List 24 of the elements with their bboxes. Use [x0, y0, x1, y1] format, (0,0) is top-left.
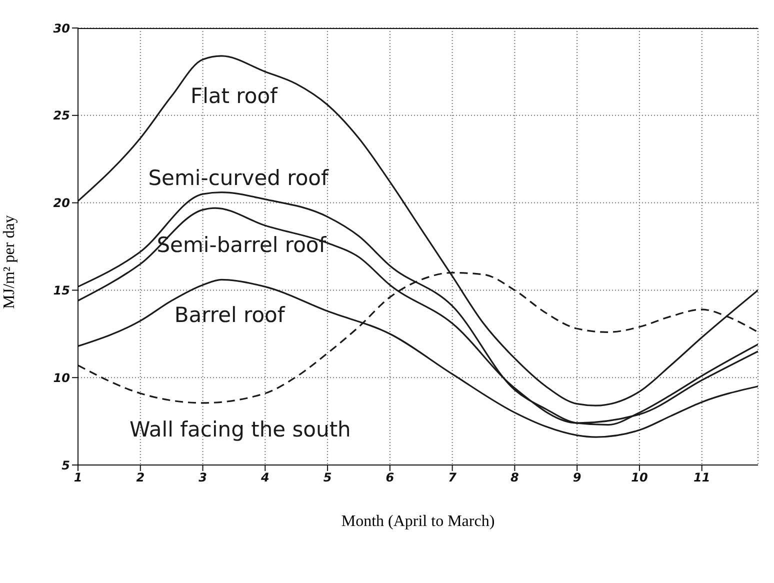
- x-tick-label: 7: [448, 470, 458, 485]
- series-label: Wall facing the south: [130, 418, 351, 442]
- y-tick-label: 5: [62, 458, 70, 472]
- x-tick-label: 11: [694, 470, 710, 485]
- y-tick-label: 15: [53, 283, 70, 298]
- x-tick-label: 4: [260, 470, 270, 485]
- series-label: Semi-barrel roof: [156, 233, 327, 258]
- y-tick-label: 10: [53, 370, 70, 385]
- x-tick-label: 1: [74, 470, 82, 485]
- x-tick-label: 3: [198, 470, 207, 485]
- x-tick-label: 10: [631, 470, 648, 485]
- x-tick-label: 8: [510, 470, 519, 485]
- x-tick-label: 5: [323, 470, 332, 485]
- series-label: Barrel roof: [174, 303, 286, 328]
- x-tick-label: 9: [572, 470, 582, 485]
- y-tick-label: 30: [53, 21, 70, 36]
- y-axis-title: MJ/m² per day: [1, 214, 19, 308]
- y-tick-label: 25: [53, 108, 70, 123]
- series-label: Semi-curved roof: [148, 166, 330, 190]
- y-tick-label: 20: [53, 196, 70, 210]
- x-tick-label: 6: [386, 470, 394, 485]
- x-tick-label: 2: [136, 470, 145, 485]
- x-axis-title: Month (April to March): [340, 513, 496, 531]
- series-label: Flat roof: [190, 84, 278, 108]
